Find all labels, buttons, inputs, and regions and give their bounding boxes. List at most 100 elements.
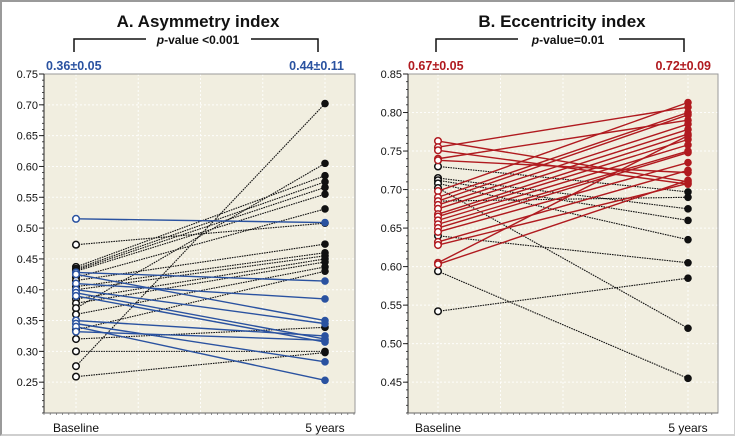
panel-b-y-tick-label: 0.50 xyxy=(381,339,402,351)
panel-a-followup-point xyxy=(321,267,329,276)
panel-a-series-line xyxy=(75,266,326,315)
panel-a-baseline-point xyxy=(71,347,81,356)
panel-b-followup-point xyxy=(684,158,692,167)
panel-a-series-line xyxy=(75,273,326,322)
panel-b-pvalue-bracket: p-value=0.01 xyxy=(435,33,685,52)
panel-b-pvalue: p-value=0.01 xyxy=(531,33,605,47)
panel-a-baseline-point xyxy=(71,291,81,300)
panel-b-y-tick-label: 0.70 xyxy=(381,185,402,197)
panel-a-followup-point xyxy=(321,319,329,328)
panel-a-series-line xyxy=(75,352,326,378)
panel-b-pvalue-prefix: p xyxy=(531,33,539,47)
panel-a-y-tick-label: 0.30 xyxy=(17,346,38,358)
panel-b-baseline-point xyxy=(433,156,443,165)
panel-a-y-tick-label: 0.70 xyxy=(17,100,38,112)
panel-a-series-line xyxy=(75,103,326,367)
panel-a-baseline-point xyxy=(71,327,81,336)
panel-a-x-label-followup: 5 years xyxy=(305,421,344,435)
panel-a-followup-point xyxy=(321,376,329,385)
panel-a-baseline-point xyxy=(71,362,81,371)
panel-a-baseline-point xyxy=(71,372,81,381)
panel-a-series-line xyxy=(75,282,326,300)
panel-a-series-line xyxy=(75,193,326,272)
panel-a-series-28 xyxy=(71,348,329,381)
panel-a-series-line xyxy=(75,252,326,288)
panel-b-y-tick-label: 0.75 xyxy=(381,146,402,158)
panel-a-y-tick-label: 0.25 xyxy=(17,377,38,389)
panel-b-series-line xyxy=(437,177,689,210)
panel-a-series-2 xyxy=(71,270,329,325)
panel-b-followup-point xyxy=(684,131,692,140)
panel-b-series-line xyxy=(437,114,689,202)
panel-b-followup-point xyxy=(684,193,692,202)
panel-b-series-line xyxy=(437,165,689,193)
panel-b-series-line xyxy=(437,150,689,225)
panel-a-y-tick-label: 0.50 xyxy=(17,223,38,235)
panel-a-followup-point xyxy=(321,218,329,227)
panel-a-series-line xyxy=(75,208,326,278)
panel-a-followup-stat: 0.44±0.11 xyxy=(289,59,344,73)
panel-a-y-tick-label: 0.60 xyxy=(17,161,38,173)
panel-b-baseline-point xyxy=(433,240,443,250)
panel-a-followup-point xyxy=(321,159,329,168)
panel-a-series-line xyxy=(75,330,326,341)
panel-b-y-tick-label: 0.55 xyxy=(381,300,402,312)
panel-a-baseline-point xyxy=(71,270,81,279)
panel-a-bracket-line xyxy=(73,38,319,52)
panel-b-series-line xyxy=(437,159,689,174)
panel-a-y-tick-label: 0.45 xyxy=(17,254,38,266)
panel-a-series-3 xyxy=(71,279,329,303)
panel-b-followup-point xyxy=(684,374,692,383)
panel-a-pvalue-bracket: p-value <0.001 xyxy=(73,33,319,52)
panel-b-series-line xyxy=(437,123,689,206)
panel-a-followup-point xyxy=(321,348,329,357)
panel-b-followup-point xyxy=(684,148,692,157)
panel-a-series-6 xyxy=(71,291,329,346)
panel-b-followup-point xyxy=(684,274,692,282)
panel-b-followup-point xyxy=(684,141,692,149)
panel-b-series-22 xyxy=(433,176,692,225)
panel-a-series-line xyxy=(75,322,326,363)
panel-b-baseline-point xyxy=(433,307,443,316)
panel-a-y-tick-label: 0.75 xyxy=(17,69,38,81)
panel-b-series-19 xyxy=(433,176,692,269)
panel-b-bracket-line xyxy=(435,38,685,52)
panel-b-followup-point xyxy=(684,176,692,185)
panel-b-followup-point xyxy=(684,258,692,267)
panel-a-followup-point xyxy=(321,336,329,345)
panel-b-series-27 xyxy=(433,267,692,383)
panel-b-followup-point xyxy=(684,235,692,244)
panel-b-baseline-point xyxy=(433,267,443,276)
panel-b-followup-point xyxy=(684,205,692,213)
panel-b-series-line xyxy=(437,135,689,264)
panel-b-series-line xyxy=(437,182,689,241)
panel-a-series-line xyxy=(75,258,326,300)
panel-a-followup-point xyxy=(321,240,329,248)
panel-b-series-20 xyxy=(433,162,692,196)
panel-b-series-line xyxy=(437,277,689,312)
panel-b-x-label-baseline: Baseline xyxy=(415,421,461,435)
panel-b-followup-stat: 0.72±0.09 xyxy=(655,59,711,73)
panel-a-baseline-stat: 0.36±0.05 xyxy=(46,59,102,73)
panel-b-baseline-stat: 0.67±0.05 xyxy=(408,59,464,73)
panel-b-plot: 0.85 0.80 0.75 0.70 0.65 0.60 0.55 0.50 0.45 Base… xyxy=(381,69,719,435)
panel-a-series-10 xyxy=(71,327,329,345)
panel-a-followup-point xyxy=(321,277,329,285)
panel-a-pvalue-prefix: p xyxy=(156,33,164,47)
panel-a-followup-point xyxy=(321,99,329,108)
panel-a-y-tick-label: 0.40 xyxy=(17,285,38,297)
panel-a-followup-point xyxy=(321,171,329,180)
panel-b-followup-point xyxy=(684,216,692,225)
panel-a-followup-point xyxy=(321,358,329,366)
panel-a-baseline-point xyxy=(71,240,81,249)
panel-a-series-line xyxy=(75,261,326,304)
panel-b-followup-point xyxy=(684,324,692,333)
panel-b-series-5 xyxy=(433,98,692,196)
panel-b-series-15 xyxy=(433,158,692,236)
panel-b-series-line xyxy=(437,270,689,379)
panel-b-y-tick-label: 0.60 xyxy=(381,262,402,274)
panel-a-y-tick-label: 0.65 xyxy=(17,131,38,143)
panel-a-plot: 0.75 0.70 0.65 0.60 0.55 0.50 0.45 0.40 0.35 0.30… xyxy=(17,69,356,435)
